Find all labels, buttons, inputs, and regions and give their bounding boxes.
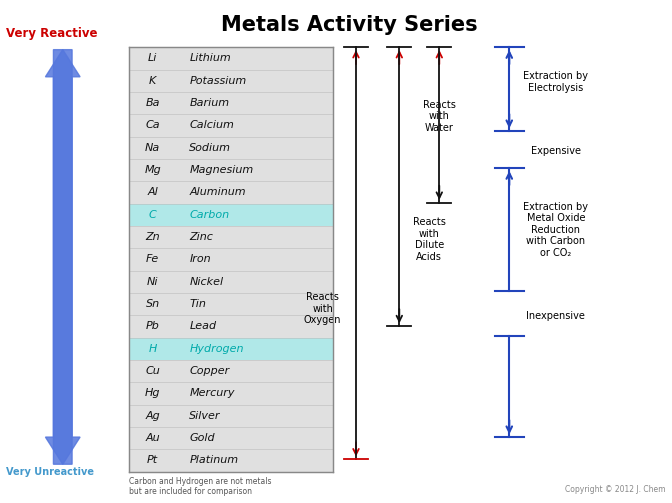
Text: K: K — [149, 76, 157, 86]
Text: Na: Na — [145, 143, 161, 153]
Text: Carbon and Hydrogen are not metals
but are included for comparison: Carbon and Hydrogen are not metals but a… — [130, 476, 272, 496]
Text: Al: Al — [147, 188, 158, 197]
Text: Cu: Cu — [145, 366, 160, 376]
Text: Zn: Zn — [145, 232, 160, 242]
Text: Inexpensive: Inexpensive — [526, 311, 585, 321]
Text: C: C — [149, 210, 157, 220]
Text: Sodium: Sodium — [190, 143, 231, 153]
Text: Platinum: Platinum — [190, 456, 239, 465]
Text: Mg: Mg — [144, 165, 161, 175]
Text: Iron: Iron — [190, 255, 211, 265]
FancyArrow shape — [46, 50, 80, 464]
Bar — [130, 47, 333, 472]
Text: Reacts
with
Dilute
Acids: Reacts with Dilute Acids — [413, 217, 446, 262]
Text: Very Unreactive: Very Unreactive — [6, 467, 94, 476]
Text: Metals Activity Series: Metals Activity Series — [221, 15, 478, 35]
Text: Hydrogen: Hydrogen — [190, 344, 244, 354]
Text: Calcium: Calcium — [190, 120, 235, 130]
Text: Mercury: Mercury — [190, 388, 235, 398]
Text: Barium: Barium — [190, 98, 230, 108]
Text: Pb: Pb — [146, 321, 160, 331]
Text: Magnesium: Magnesium — [190, 165, 253, 175]
Text: Lead: Lead — [190, 321, 216, 331]
Text: Silver: Silver — [190, 411, 221, 421]
Text: Ni: Ni — [147, 277, 159, 287]
Text: Extraction by
Metal Oxide
Reduction
with Carbon
or CO₂: Extraction by Metal Oxide Reduction with… — [523, 202, 589, 258]
Bar — [130, 204, 333, 226]
Text: Aluminum: Aluminum — [190, 188, 246, 197]
Text: Expensive: Expensive — [531, 146, 581, 156]
Text: Gold: Gold — [190, 433, 215, 443]
Text: H: H — [149, 344, 157, 354]
Text: Reacts
with
Water: Reacts with Water — [423, 100, 456, 133]
Text: Ba: Ba — [145, 98, 160, 108]
Text: Lithium: Lithium — [190, 53, 231, 63]
Text: Copper: Copper — [190, 366, 230, 376]
Text: Copyright © 2012 J. Chem: Copyright © 2012 J. Chem — [565, 485, 666, 494]
Text: Tin: Tin — [190, 299, 206, 309]
Text: Hg: Hg — [145, 388, 161, 398]
Text: Sn: Sn — [146, 299, 160, 309]
Text: Potassium: Potassium — [190, 76, 247, 86]
Text: Fe: Fe — [146, 255, 159, 265]
Text: Au: Au — [145, 433, 160, 443]
Text: Li: Li — [148, 53, 157, 63]
Text: Zinc: Zinc — [190, 232, 213, 242]
Text: Ag: Ag — [145, 411, 160, 421]
Text: Extraction by
Electrolysis: Extraction by Electrolysis — [523, 71, 589, 93]
Text: Reacts
with
Oxygen: Reacts with Oxygen — [304, 292, 341, 325]
Text: Ca: Ca — [145, 120, 160, 130]
Bar — [130, 338, 333, 360]
Text: Very Reactive: Very Reactive — [6, 27, 97, 40]
Text: Nickel: Nickel — [190, 277, 224, 287]
Text: Carbon: Carbon — [190, 210, 230, 220]
Text: Pt: Pt — [147, 456, 159, 465]
FancyArrow shape — [46, 50, 80, 464]
